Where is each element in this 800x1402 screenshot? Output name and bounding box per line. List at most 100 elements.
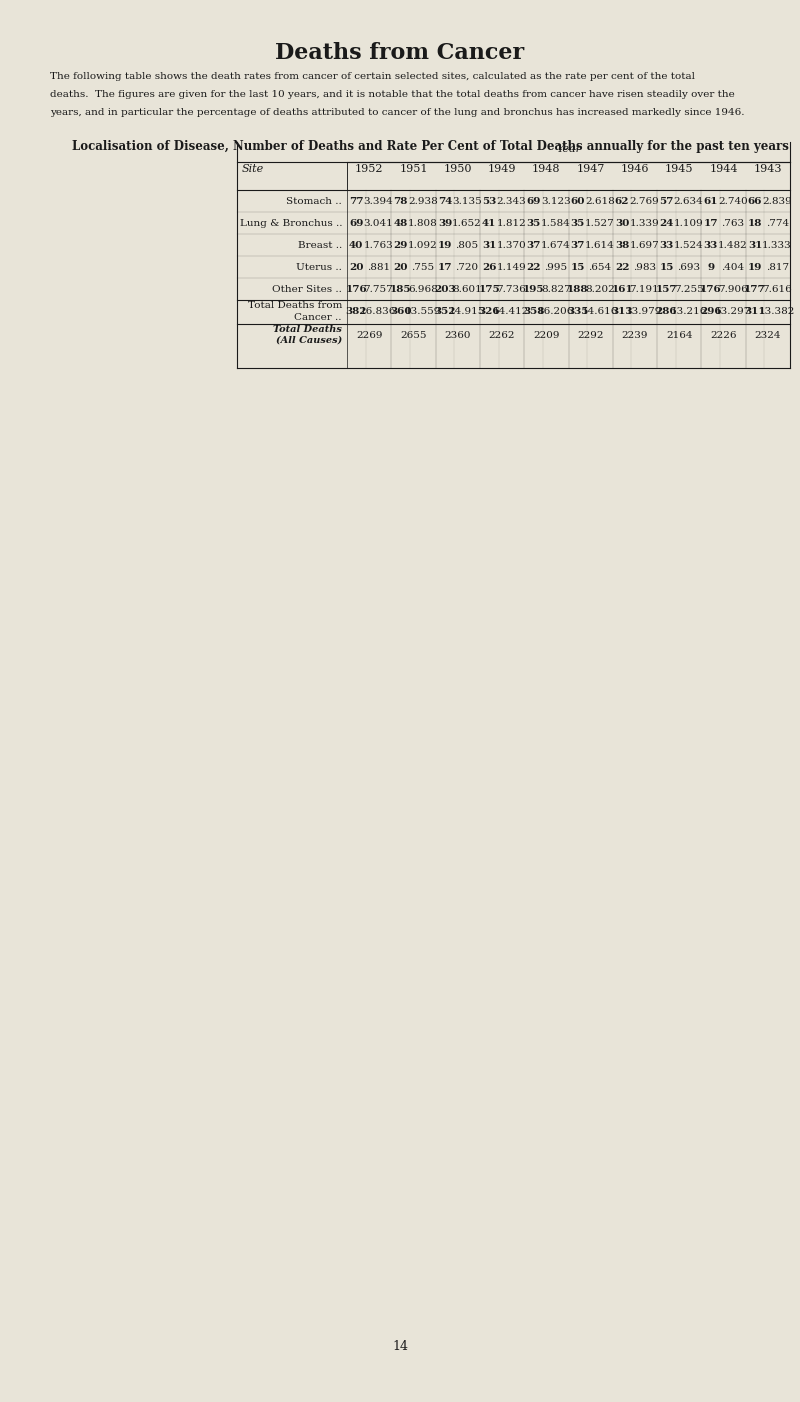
Text: 1946: 1946 <box>621 164 649 174</box>
Text: 382: 382 <box>346 307 367 317</box>
Text: 20: 20 <box>349 262 363 272</box>
Text: .805: .805 <box>455 241 478 250</box>
Text: 2.769: 2.769 <box>630 196 659 206</box>
Text: Site: Site <box>242 164 264 174</box>
Text: The following table shows the death rates from cancer of certain selected sites,: The following table shows the death rate… <box>50 72 695 81</box>
Text: 2.938: 2.938 <box>408 196 438 206</box>
Text: 14.616: 14.616 <box>582 307 618 317</box>
Text: 7.736: 7.736 <box>497 285 526 293</box>
Text: 9: 9 <box>707 262 714 272</box>
Text: 8.202: 8.202 <box>585 285 615 293</box>
Text: 7.757: 7.757 <box>363 285 394 293</box>
Text: 2226: 2226 <box>710 331 737 339</box>
Text: Lung & Bronchus ..: Lung & Bronchus .. <box>239 219 342 227</box>
Text: 17: 17 <box>438 262 452 272</box>
Text: 78: 78 <box>394 196 408 206</box>
Text: 1.482: 1.482 <box>718 241 748 250</box>
Text: 20: 20 <box>394 262 408 272</box>
Text: 1949: 1949 <box>488 164 516 174</box>
Text: 22: 22 <box>615 262 630 272</box>
Text: .774: .774 <box>766 219 789 227</box>
Text: 360: 360 <box>390 307 411 317</box>
Text: .817: .817 <box>766 262 789 272</box>
Text: 19: 19 <box>748 262 762 272</box>
Text: 13.297: 13.297 <box>714 307 751 317</box>
Text: 358: 358 <box>523 307 544 317</box>
Text: 2360: 2360 <box>445 331 471 339</box>
Text: 15: 15 <box>570 262 585 272</box>
Text: 352: 352 <box>434 307 456 317</box>
Text: 175: 175 <box>478 285 500 293</box>
Text: 2209: 2209 <box>533 331 560 339</box>
Text: 41: 41 <box>482 219 496 227</box>
Text: 8.601: 8.601 <box>452 285 482 293</box>
Text: 2292: 2292 <box>578 331 604 339</box>
Text: 2.343: 2.343 <box>497 196 526 206</box>
Text: 1.584: 1.584 <box>541 219 570 227</box>
Text: 3.394: 3.394 <box>363 196 394 206</box>
Text: 2324: 2324 <box>754 331 781 339</box>
Text: 16.836: 16.836 <box>360 307 397 317</box>
Text: 1.614: 1.614 <box>585 241 615 250</box>
Text: 1944: 1944 <box>710 164 738 174</box>
Text: 48: 48 <box>394 219 408 227</box>
Text: Cancer ..: Cancer .. <box>294 314 342 322</box>
Text: 1.652: 1.652 <box>452 219 482 227</box>
Text: .720: .720 <box>455 262 478 272</box>
Text: 2239: 2239 <box>622 331 648 339</box>
Text: Uterus ..: Uterus .. <box>296 262 342 272</box>
Text: 31: 31 <box>482 241 496 250</box>
Text: .881: .881 <box>367 262 390 272</box>
Text: 17: 17 <box>703 219 718 227</box>
Text: 1.370: 1.370 <box>497 241 526 250</box>
Text: 313: 313 <box>611 307 633 317</box>
Text: 1.763: 1.763 <box>363 241 394 250</box>
Text: 1.339: 1.339 <box>630 219 659 227</box>
Text: 14: 14 <box>392 1340 408 1353</box>
Text: 26: 26 <box>482 262 497 272</box>
Text: 53: 53 <box>482 196 496 206</box>
Text: 6.968: 6.968 <box>408 285 438 293</box>
Text: 77: 77 <box>349 196 363 206</box>
Text: 13.559: 13.559 <box>405 307 441 317</box>
Text: 13.216: 13.216 <box>670 307 706 317</box>
Text: 33: 33 <box>659 241 674 250</box>
Text: Total Deaths: Total Deaths <box>273 325 342 335</box>
Text: Localisation of Disease, Number of Deaths and Rate Per Cent of Total Deaths annu: Localisation of Disease, Number of Death… <box>71 140 789 153</box>
Text: 2.740: 2.740 <box>718 196 748 206</box>
Text: .983: .983 <box>633 262 656 272</box>
Text: 8.827: 8.827 <box>541 285 570 293</box>
Text: 37: 37 <box>570 241 585 250</box>
Text: 1.524: 1.524 <box>674 241 703 250</box>
Text: 176: 176 <box>346 285 367 293</box>
Text: 2164: 2164 <box>666 331 693 339</box>
Text: 311: 311 <box>744 307 766 317</box>
Text: 24: 24 <box>659 219 674 227</box>
Text: 195: 195 <box>522 285 544 293</box>
Text: 2655: 2655 <box>400 331 426 339</box>
Text: 14.915: 14.915 <box>449 307 486 317</box>
Text: 1.109: 1.109 <box>674 219 703 227</box>
Text: Year: Year <box>556 144 581 154</box>
Text: 37: 37 <box>526 241 541 250</box>
Text: 66: 66 <box>748 196 762 206</box>
Text: 185: 185 <box>390 285 411 293</box>
Text: 1950: 1950 <box>443 164 472 174</box>
Text: 33: 33 <box>703 241 718 250</box>
Text: 31: 31 <box>748 241 762 250</box>
Text: 62: 62 <box>615 196 630 206</box>
Text: (All Causes): (All Causes) <box>276 335 342 345</box>
Text: 1952: 1952 <box>355 164 383 174</box>
Text: Other Sites ..: Other Sites .. <box>272 285 342 293</box>
Text: 38: 38 <box>615 241 630 250</box>
Text: 1951: 1951 <box>399 164 428 174</box>
Text: 35: 35 <box>526 219 541 227</box>
Text: 1945: 1945 <box>665 164 694 174</box>
Text: 19: 19 <box>438 241 452 250</box>
Text: 7.616: 7.616 <box>762 285 792 293</box>
Text: 2269: 2269 <box>356 331 382 339</box>
Text: 2.839: 2.839 <box>762 196 792 206</box>
Text: 14.412: 14.412 <box>493 307 530 317</box>
Text: 22: 22 <box>526 262 541 272</box>
Text: .654: .654 <box>588 262 611 272</box>
